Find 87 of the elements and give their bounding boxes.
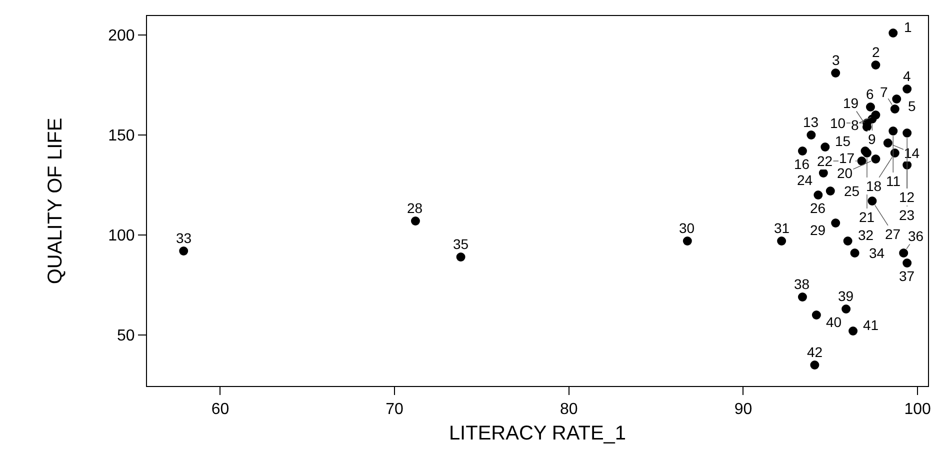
annotation: 7: [880, 84, 888, 100]
point: [871, 154, 880, 164]
x-tick-label: 70: [386, 401, 404, 418]
annotation: 3: [832, 52, 840, 68]
point: [820, 142, 830, 152]
annotation: 41: [863, 317, 879, 333]
point: [890, 148, 900, 158]
annotation: 29: [810, 222, 826, 238]
annotation: 10: [830, 115, 846, 131]
annotation: 27: [885, 226, 901, 242]
annotation: 30: [679, 220, 695, 236]
annotation: 1: [904, 19, 912, 35]
point: [888, 126, 898, 136]
point: [831, 218, 840, 228]
point: [831, 68, 840, 78]
point: [806, 130, 816, 140]
annotation: 18: [866, 178, 882, 194]
x-tick-label: 100: [904, 401, 931, 418]
annotation: 36: [908, 228, 924, 244]
point: [777, 236, 786, 246]
annotation: 21: [859, 209, 875, 225]
point: [868, 196, 877, 206]
point: [842, 304, 851, 314]
annotation: 26: [810, 200, 826, 216]
annotation: 23: [899, 207, 915, 223]
y-tick-label: 200: [108, 28, 135, 45]
point: [890, 104, 900, 114]
annotation: 5: [908, 98, 916, 114]
annotation: 13: [803, 114, 819, 130]
point: [456, 252, 466, 262]
annotation: 17: [839, 150, 855, 166]
point: [818, 168, 828, 178]
annotation: 37: [899, 268, 915, 284]
y-axis-title: QUALITY OF LIFE: [44, 118, 67, 284]
point: [812, 310, 821, 320]
point: [850, 248, 860, 258]
annotation: 40: [826, 314, 842, 330]
point: [902, 84, 912, 94]
annotation: 4: [903, 68, 911, 84]
annotation: 6: [866, 86, 874, 102]
point: [798, 146, 807, 156]
annotation: 20: [837, 165, 853, 181]
annotation: 24: [797, 172, 813, 188]
point: [848, 326, 858, 336]
x-axis-title: LITERACY RATE_1: [448, 422, 626, 445]
point: [871, 60, 880, 70]
point: [866, 102, 875, 112]
point: [798, 292, 807, 302]
annotation: 33: [176, 230, 192, 246]
x-tick-label: 80: [560, 401, 578, 418]
annotation: 35: [453, 236, 469, 252]
y-tick-label: 50: [117, 328, 135, 345]
annotation: 15: [835, 133, 851, 149]
point: [814, 190, 823, 200]
annotation: 8: [851, 117, 859, 133]
annotation: 32: [858, 227, 874, 243]
point: [843, 236, 852, 246]
annotation: 16: [794, 156, 810, 172]
point: [410, 216, 420, 226]
point: [888, 28, 898, 38]
annotation: 39: [838, 288, 854, 304]
point: [899, 248, 908, 258]
annotation: 28: [407, 200, 423, 216]
annotation: 34: [869, 245, 885, 261]
y-tick-label: 150: [108, 128, 135, 145]
point: [902, 128, 912, 138]
x-tick-label: 60: [211, 401, 230, 418]
annotation: 19: [843, 95, 859, 111]
point: [826, 186, 835, 196]
y-tick-label: 100: [108, 228, 135, 245]
annotation: 38: [794, 276, 810, 292]
annotation: 42: [807, 344, 823, 360]
point: [857, 156, 866, 166]
point: [810, 360, 820, 370]
point: [892, 94, 902, 104]
point: [682, 236, 692, 246]
x-tick-label: 90: [734, 401, 752, 418]
point: [883, 138, 892, 148]
annotation: 31: [774, 220, 790, 236]
annotation: 11: [886, 173, 901, 189]
annotation: 22: [817, 153, 833, 169]
annotation: 12: [899, 189, 915, 205]
point: [179, 246, 188, 256]
annotation: 2: [872, 44, 880, 60]
annotation: 9: [868, 131, 876, 147]
point: [902, 258, 912, 268]
annotation: 25: [844, 183, 860, 199]
